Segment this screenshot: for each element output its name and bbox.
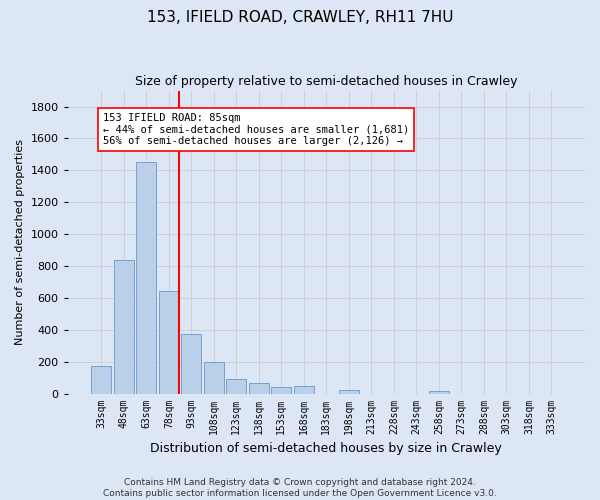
Bar	[114, 260, 134, 394]
Title: Size of property relative to semi-detached houses in Crawley: Size of property relative to semi-detach…	[135, 75, 518, 88]
Bar	[294, 386, 314, 394]
Y-axis label: Number of semi-detached properties: Number of semi-detached properties	[15, 139, 25, 345]
Bar	[136, 162, 157, 394]
Bar	[339, 390, 359, 394]
Bar	[204, 362, 224, 394]
Bar	[159, 292, 179, 394]
Bar	[91, 366, 112, 394]
Text: Contains HM Land Registry data © Crown copyright and database right 2024.
Contai: Contains HM Land Registry data © Crown c…	[103, 478, 497, 498]
Bar	[249, 383, 269, 394]
X-axis label: Distribution of semi-detached houses by size in Crawley: Distribution of semi-detached houses by …	[151, 442, 502, 455]
Text: 153, IFIELD ROAD, CRAWLEY, RH11 7HU: 153, IFIELD ROAD, CRAWLEY, RH11 7HU	[147, 10, 453, 25]
Bar	[226, 379, 247, 394]
Text: 153 IFIELD ROAD: 85sqm
← 44% of semi-detached houses are smaller (1,681)
56% of : 153 IFIELD ROAD: 85sqm ← 44% of semi-det…	[103, 113, 409, 146]
Bar	[271, 387, 292, 394]
Bar	[429, 390, 449, 394]
Bar	[181, 334, 202, 394]
